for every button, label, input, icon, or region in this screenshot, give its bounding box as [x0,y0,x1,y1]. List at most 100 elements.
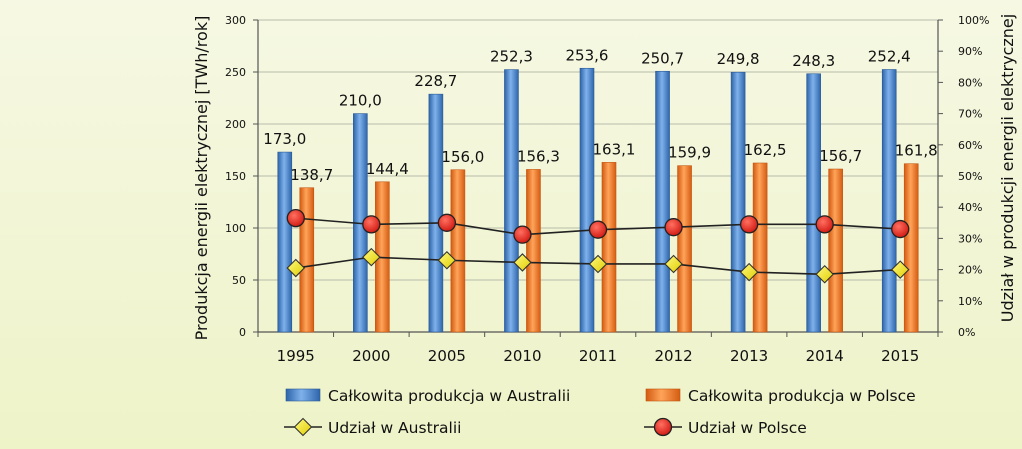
y-tick-label: 150 [225,170,246,183]
legend-item: Udział w Polsce [644,417,807,437]
point-marker [362,247,381,267]
legend-swatch [285,388,321,402]
point-marker [513,225,532,244]
point-marker [588,254,608,274]
x-tick-label: 1995 [277,347,315,365]
bar-value-label: 210,0 [339,92,382,110]
point-marker [437,213,457,232]
point-marker [815,265,834,284]
y-tick-label: 100 [225,222,246,235]
x-tick-label: 2014 [806,347,844,365]
point-marker [362,215,381,234]
legend-item: Całkowita produkcja w Australii [285,387,570,405]
bar-value-label: 156,7 [819,147,862,165]
bar [828,168,843,333]
bar-value-label: 159,9 [668,144,711,162]
bar-value-label: 249,8 [717,50,760,68]
bar-value-label: 173,0 [263,130,306,148]
legend-swatch [645,388,681,402]
y2-tick-label: 20% [958,264,982,277]
bar [655,70,670,333]
bar [428,93,444,333]
line-series-3 [286,208,910,244]
bar-value-label: 163,1 [593,140,636,158]
y2-tick-label: 100% [958,14,989,27]
y2-tick-label: 30% [958,232,982,245]
point-marker [588,220,608,239]
y2-tick-label: 80% [958,76,982,89]
point-marker [513,253,532,272]
y-tick-label: 200 [225,118,246,131]
bar-value-label: 138,7 [290,166,333,184]
legend-label: Udział w Polsce [688,419,807,437]
bar-value-label: 228,7 [414,72,457,90]
bar [752,162,768,333]
legend-label: Całkowita produkcja w Polsce [688,387,916,405]
y2-tick-label: 90% [958,45,982,58]
bar-value-label: 252,4 [868,48,911,66]
bar-labels-1: 138,7 144,4 156,0 156,3 163,1 159,9 162,5 156,7… [290,140,937,183]
y-axis-right-ticks: 0% 10% 20% 30% 40% 50% 60% 70% 80% 90% 100% [938,14,989,339]
bar-value-label: 248,3 [792,52,835,70]
bar [677,165,692,333]
point-marker [891,219,910,239]
point-marker [739,262,759,282]
legend-label: Całkowita produkcja w Australii [328,387,570,405]
x-tick-label: 2011 [579,347,617,365]
y2-tick-label: 10% [958,295,982,308]
bar-labels-0: 173,0 210,0 228,7 252,3 253,6 250,7 249,8 248,3… [263,46,910,148]
bar [450,169,466,333]
x-tick-label: 2012 [654,347,692,365]
y2-tick-label: 50% [958,170,982,183]
y2-axis-title: Udział w produkcji energii elektrycznej [998,14,1017,322]
x-tick-label: 2000 [352,347,390,365]
y2-tick-label: 70% [958,108,982,121]
line-series-2 [286,247,910,284]
x-tick-label: 2005 [428,347,466,365]
bar [277,151,293,333]
bar-value-label: 252,3 [490,48,533,66]
point-marker [286,208,305,228]
bar-value-label: 144,4 [366,160,409,178]
bar-value-label: 156,0 [441,148,484,166]
legend-marker [653,417,673,437]
bar-value-label: 250,7 [641,49,684,67]
legend-item: Całkowita produkcja w Polsce [645,387,916,405]
point-marker [890,260,910,279]
legend-marker [293,417,313,437]
legend-item: Udział w Australii [284,417,461,437]
point-marker [815,215,834,234]
point-marker [437,250,457,270]
y2-tick-label: 40% [958,201,982,214]
y-axis-left-ticks: 0 50 100 150 200 250 300 [225,14,258,339]
bar [903,163,919,333]
bar [526,169,541,333]
y-tick-label: 0 [239,326,246,339]
bar [730,71,746,333]
bar [601,162,617,333]
y-tick-label: 250 [225,66,246,79]
y2-tick-label: 0% [958,326,975,339]
point-marker [739,215,759,234]
y2-tick-label: 60% [958,139,982,152]
bar [504,69,519,333]
y-tick-label: 300 [225,14,246,27]
bar-series-1 [299,162,919,333]
bar-value-label: 161,8 [895,142,938,160]
x-tick-label: 2013 [730,347,768,365]
y-tick-label: 50 [232,274,246,287]
bar [881,69,897,333]
x-axis-ticks: 1995 2000 2005 2010 2011 2012 2013 2014 2015 [257,332,939,365]
legend: Całkowita produkcja w Australii Całkowita… [284,387,916,437]
bar-value-label: 162,5 [744,141,787,159]
bar-value-label: 253,6 [566,46,609,64]
bar [579,67,595,333]
bar [806,73,821,333]
bar-value-label: 156,3 [517,147,560,165]
point-marker [664,254,683,274]
x-tick-label: 2015 [881,347,919,365]
y-axis-title: Produkcja energii elektrycznej [TWh/rok] [192,16,211,341]
legend-label: Udział w Australii [328,419,461,437]
